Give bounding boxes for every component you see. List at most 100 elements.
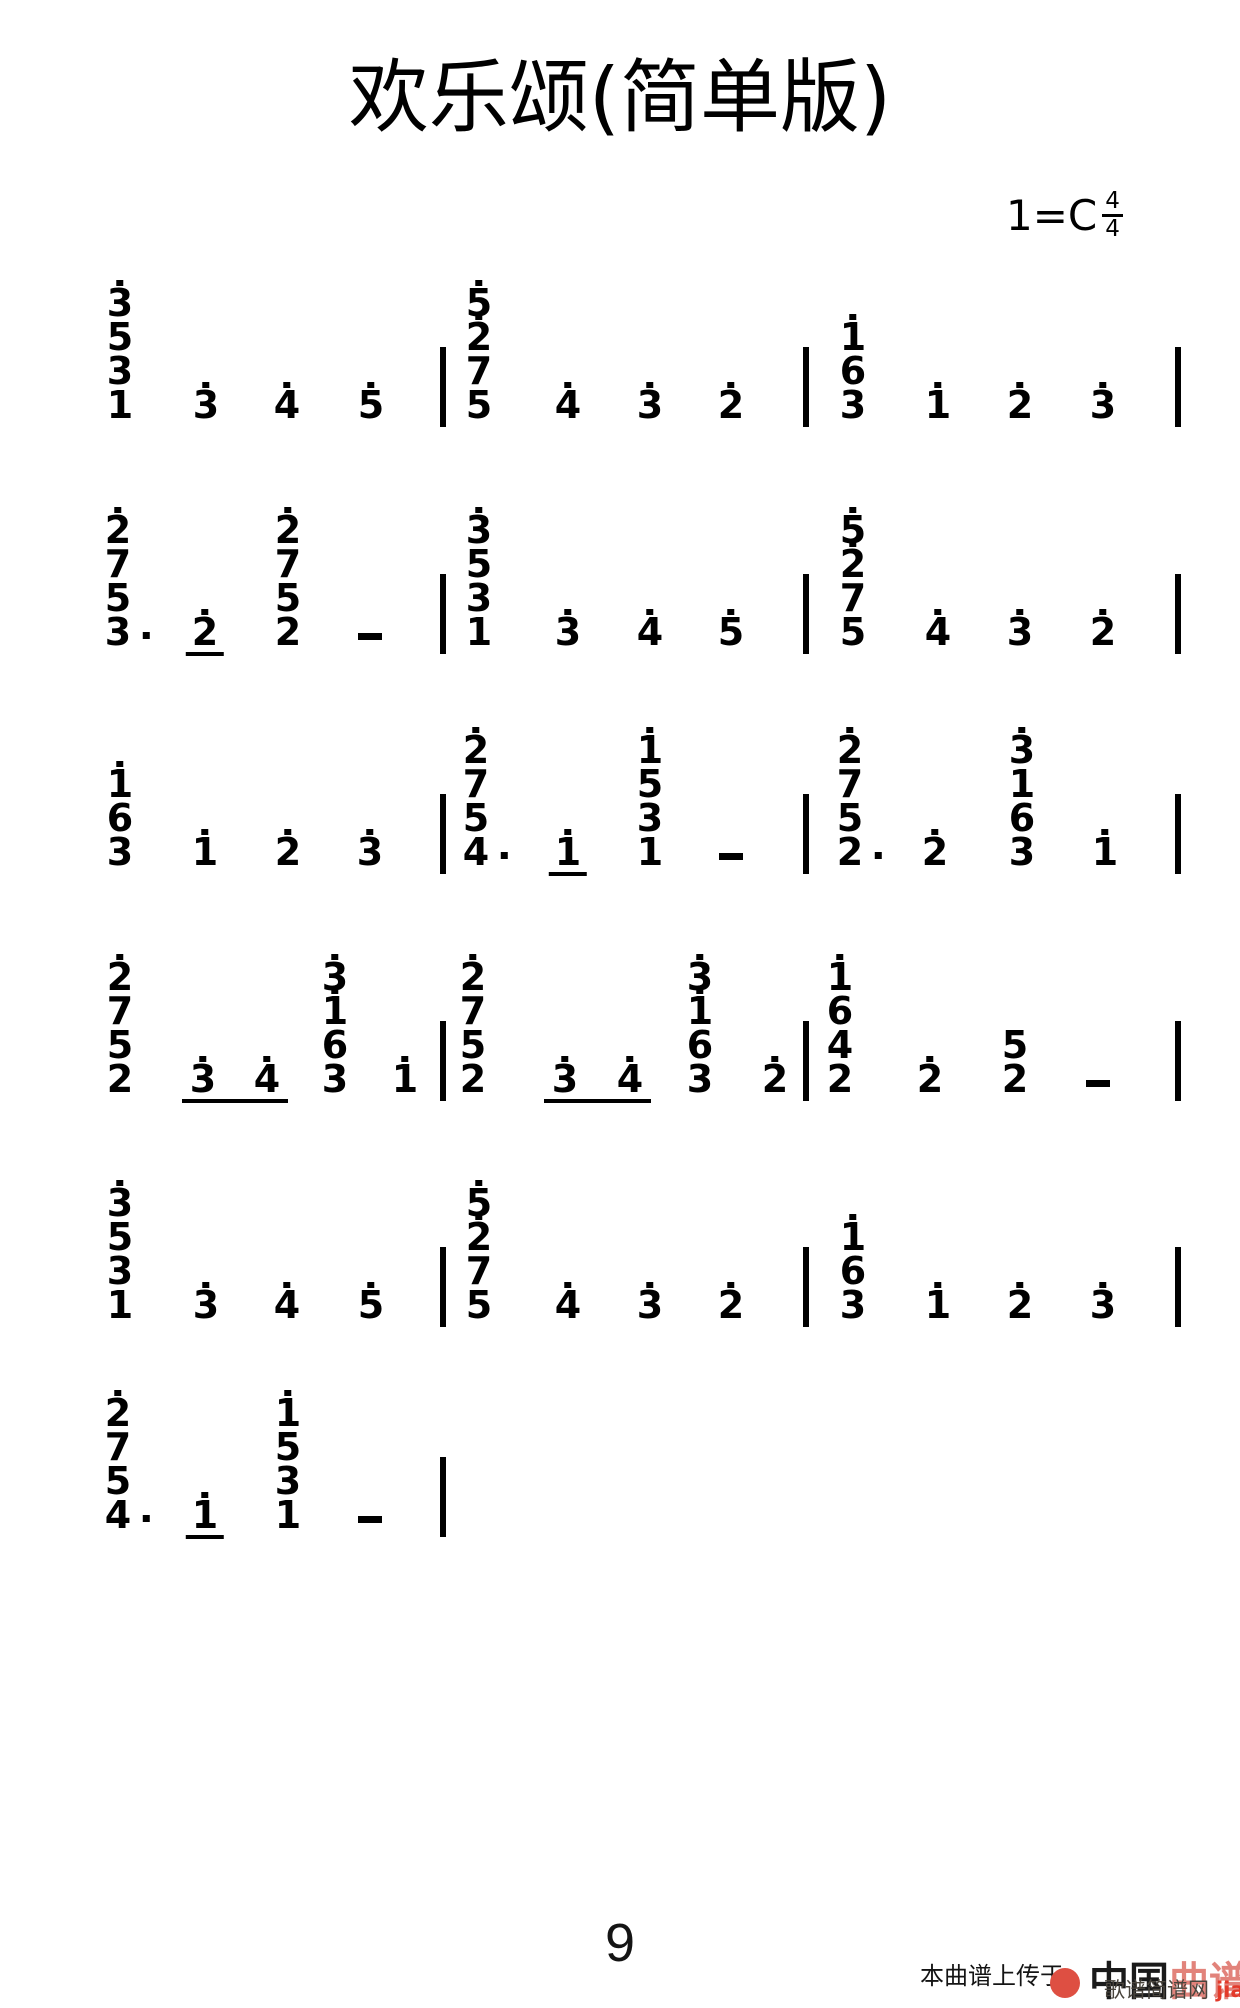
bar-line <box>440 574 446 654</box>
note: 1 <box>839 1214 867 1259</box>
watermark-site-name: 歌谱简谱网 <box>1104 1978 1209 2002</box>
octave-dot <box>564 1282 572 1288</box>
note: 3 <box>106 349 134 393</box>
octave-dot <box>696 954 704 960</box>
note: 3 <box>554 609 582 654</box>
watermark-upload-note: 本曲谱上传于 <box>920 1962 1064 1990</box>
eighth-underline <box>185 652 224 656</box>
augmentation-dot <box>143 1515 151 1522</box>
octave-dot <box>284 829 292 835</box>
octave-dot <box>366 829 374 835</box>
time-signature-lower: 4 <box>1105 216 1120 242</box>
note: 5 <box>106 1023 134 1067</box>
note: 7 <box>462 762 490 806</box>
note: 4 <box>554 382 582 427</box>
rest-dash <box>358 633 382 640</box>
note: 7 <box>459 989 487 1033</box>
note: 1 <box>321 988 349 1033</box>
augmentation-dot <box>501 852 509 859</box>
note: 2 <box>462 727 490 772</box>
bar-line <box>440 347 446 427</box>
octave-dot <box>1101 829 1109 835</box>
note: 4 <box>924 609 952 654</box>
octave-dot <box>934 1282 942 1288</box>
note: 3 <box>321 954 349 999</box>
octave-dot <box>283 1282 291 1288</box>
note: 5 <box>465 1283 493 1327</box>
note: 1 <box>1091 829 1119 874</box>
octave-dot <box>331 988 339 994</box>
note: 6 <box>106 796 134 840</box>
octave-dot <box>696 988 704 994</box>
octave-dot <box>626 1056 634 1062</box>
note: 2 <box>1006 1282 1034 1327</box>
octave-dot <box>202 1282 210 1288</box>
octave-dot <box>201 609 209 615</box>
octave-dot <box>926 1056 934 1062</box>
octave-dot <box>475 1180 483 1186</box>
note: 6 <box>839 1249 867 1293</box>
note: 6 <box>321 1023 349 1067</box>
note: 2 <box>1089 609 1117 654</box>
note: 3 <box>106 830 134 874</box>
bar-line <box>803 347 809 427</box>
note: 2 <box>459 954 487 999</box>
note: 3 <box>105 613 151 651</box>
bar-line <box>803 794 809 874</box>
note: 2 <box>921 829 949 874</box>
note: 3 <box>1089 1282 1117 1327</box>
bar-line <box>1175 347 1181 427</box>
bar-line <box>440 1457 446 1537</box>
watermark-site-url: jianpu.cn <box>1216 1978 1240 2002</box>
note: 5 <box>357 382 385 427</box>
note: 4 <box>636 609 664 654</box>
note: 3 <box>465 576 493 620</box>
bar-line <box>1175 794 1181 874</box>
beam-underline <box>544 1099 651 1103</box>
octave-dot <box>114 1390 122 1396</box>
note: 3 <box>839 1283 867 1327</box>
note: 5 <box>274 1425 302 1469</box>
note: 1 <box>826 954 854 999</box>
rest-dash <box>358 1516 382 1523</box>
note: 2 <box>826 1057 854 1101</box>
bar-line <box>1175 1021 1181 1101</box>
bar-line <box>440 794 446 874</box>
note: 2 <box>465 1214 493 1259</box>
octave-dot <box>202 382 210 388</box>
note: 2 <box>836 727 864 772</box>
time-signature-upper: 4 <box>1102 190 1123 217</box>
octave-dot <box>564 382 572 388</box>
note: 1 <box>274 1390 302 1435</box>
note: 3 <box>1089 382 1117 427</box>
note: 5 <box>465 1180 493 1225</box>
note: 5 <box>104 576 132 620</box>
octave-dot <box>1016 1282 1024 1288</box>
note: 1 <box>686 988 714 1033</box>
bar-line <box>1175 1247 1181 1327</box>
note: 3 <box>321 1057 349 1101</box>
note: 2 <box>274 829 302 874</box>
note: 4 <box>554 1282 582 1327</box>
note: 1 <box>924 1282 952 1327</box>
note: 4 <box>463 833 509 871</box>
note: 3 <box>686 954 714 999</box>
note: 3 <box>839 383 867 427</box>
song-title: 欢乐颂(简单版) <box>348 51 892 144</box>
bar-line <box>440 1247 446 1327</box>
bar-line <box>803 574 809 654</box>
note: 1 <box>185 1492 224 1539</box>
note: 2 <box>274 610 302 654</box>
note: 1 <box>1008 762 1036 806</box>
bar-line <box>440 1021 446 1101</box>
octave-dot <box>475 314 483 320</box>
note: 3 <box>1006 609 1034 654</box>
octave-dot <box>469 954 477 960</box>
octave-dot <box>727 382 735 388</box>
note: 1 <box>548 829 587 876</box>
note: 6 <box>1008 796 1036 840</box>
site-name-black: 中国 <box>1089 1959 1169 2005</box>
note: 6 <box>839 349 867 393</box>
watermark-logo: 中国 曲谱网 <box>1050 1960 1240 2004</box>
